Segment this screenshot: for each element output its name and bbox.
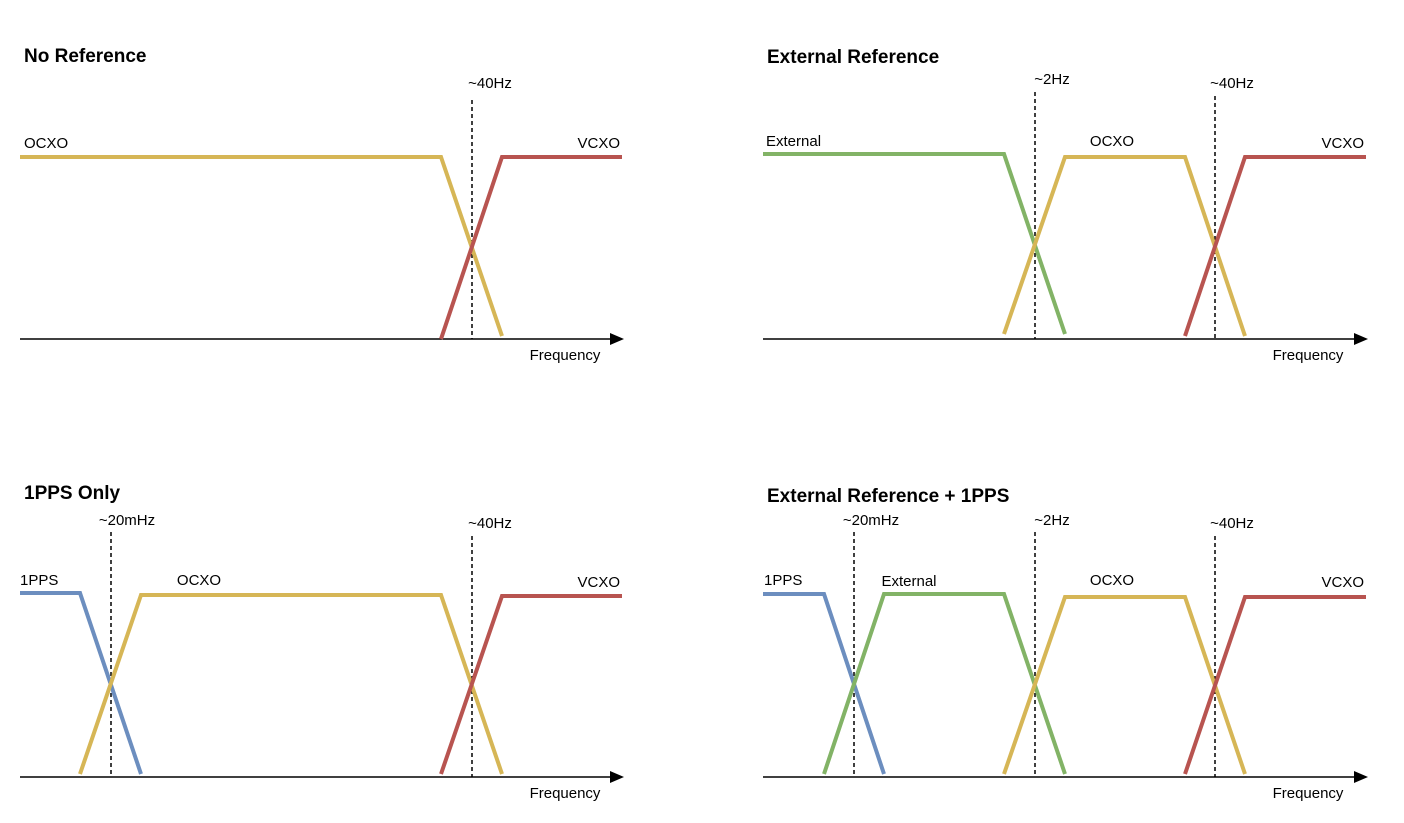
crossover-label: ~40Hz: [1210, 75, 1254, 92]
source-label-vcxo: VCXO: [577, 574, 620, 591]
curve-ocxo: [78, 593, 504, 775]
crossover-label: ~2Hz: [1034, 512, 1069, 529]
source-label-ocxo: OCXO: [24, 135, 68, 152]
source-label-1pps: 1PPS: [764, 572, 802, 589]
crossover-label: ~20mHz: [843, 512, 899, 529]
source-label-external: External: [881, 573, 936, 590]
source-label-vcxo: VCXO: [1321, 574, 1364, 591]
curve-vcxo: [1183, 595, 1366, 775]
axis-arrow-icon: [610, 771, 624, 783]
axis-label: Frequency: [530, 347, 601, 364]
curve-external: [763, 152, 1067, 335]
curve-vcxo: [1183, 155, 1366, 337]
crossover-label: ~2Hz: [1034, 71, 1069, 88]
axis-label: Frequency: [1273, 347, 1344, 364]
curve-ocxo: [20, 155, 504, 337]
panel-title: External Reference + 1PPS: [767, 486, 1009, 507]
source-label-ocxo: OCXO: [1090, 572, 1134, 589]
source-label-ocxo: OCXO: [177, 572, 221, 589]
panel-no-reference: No Reference Frequency ~40Hz OCXO VCXO: [20, 46, 624, 364]
source-label-external: External: [766, 133, 821, 150]
axis-arrow-icon: [610, 333, 624, 345]
curve-vcxo: [439, 155, 622, 340]
source-label-vcxo: VCXO: [1321, 135, 1364, 152]
crossover-label: ~20mHz: [99, 512, 155, 529]
panel-title: External Reference: [767, 47, 939, 68]
axis-arrow-icon: [1354, 771, 1368, 783]
crossover-label: ~40Hz: [468, 515, 512, 532]
panel-external-reference: External Reference Frequency ~2Hz ~40Hz Exte…: [763, 47, 1368, 364]
axis-arrow-icon: [1354, 333, 1368, 345]
panel-1pps-only: 1PPS Only Frequency ~20mHz ~40Hz 1PPS OCXO VCX…: [20, 483, 624, 802]
crossover-label: ~40Hz: [1210, 515, 1254, 532]
panel-title: No Reference: [24, 46, 147, 67]
panel-external-reference-1pps: External Reference + 1PPS Frequency ~20mHz…: [763, 486, 1368, 802]
curve-ocxo: [1002, 155, 1247, 337]
axis-label: Frequency: [1273, 785, 1344, 802]
crossover-label: ~40Hz: [468, 75, 512, 92]
curve-1pps: [20, 591, 143, 775]
source-label-vcxo: VCXO: [577, 135, 620, 152]
curve-ocxo: [1002, 595, 1247, 775]
axis-label: Frequency: [530, 785, 601, 802]
panel-title: 1PPS Only: [24, 483, 121, 504]
source-label-ocxo: OCXO: [1090, 133, 1134, 150]
curve-vcxo: [439, 594, 622, 775]
source-label-1pps: 1PPS: [20, 572, 58, 589]
curve-1pps: [763, 592, 886, 775]
curve-external: [822, 592, 1067, 775]
